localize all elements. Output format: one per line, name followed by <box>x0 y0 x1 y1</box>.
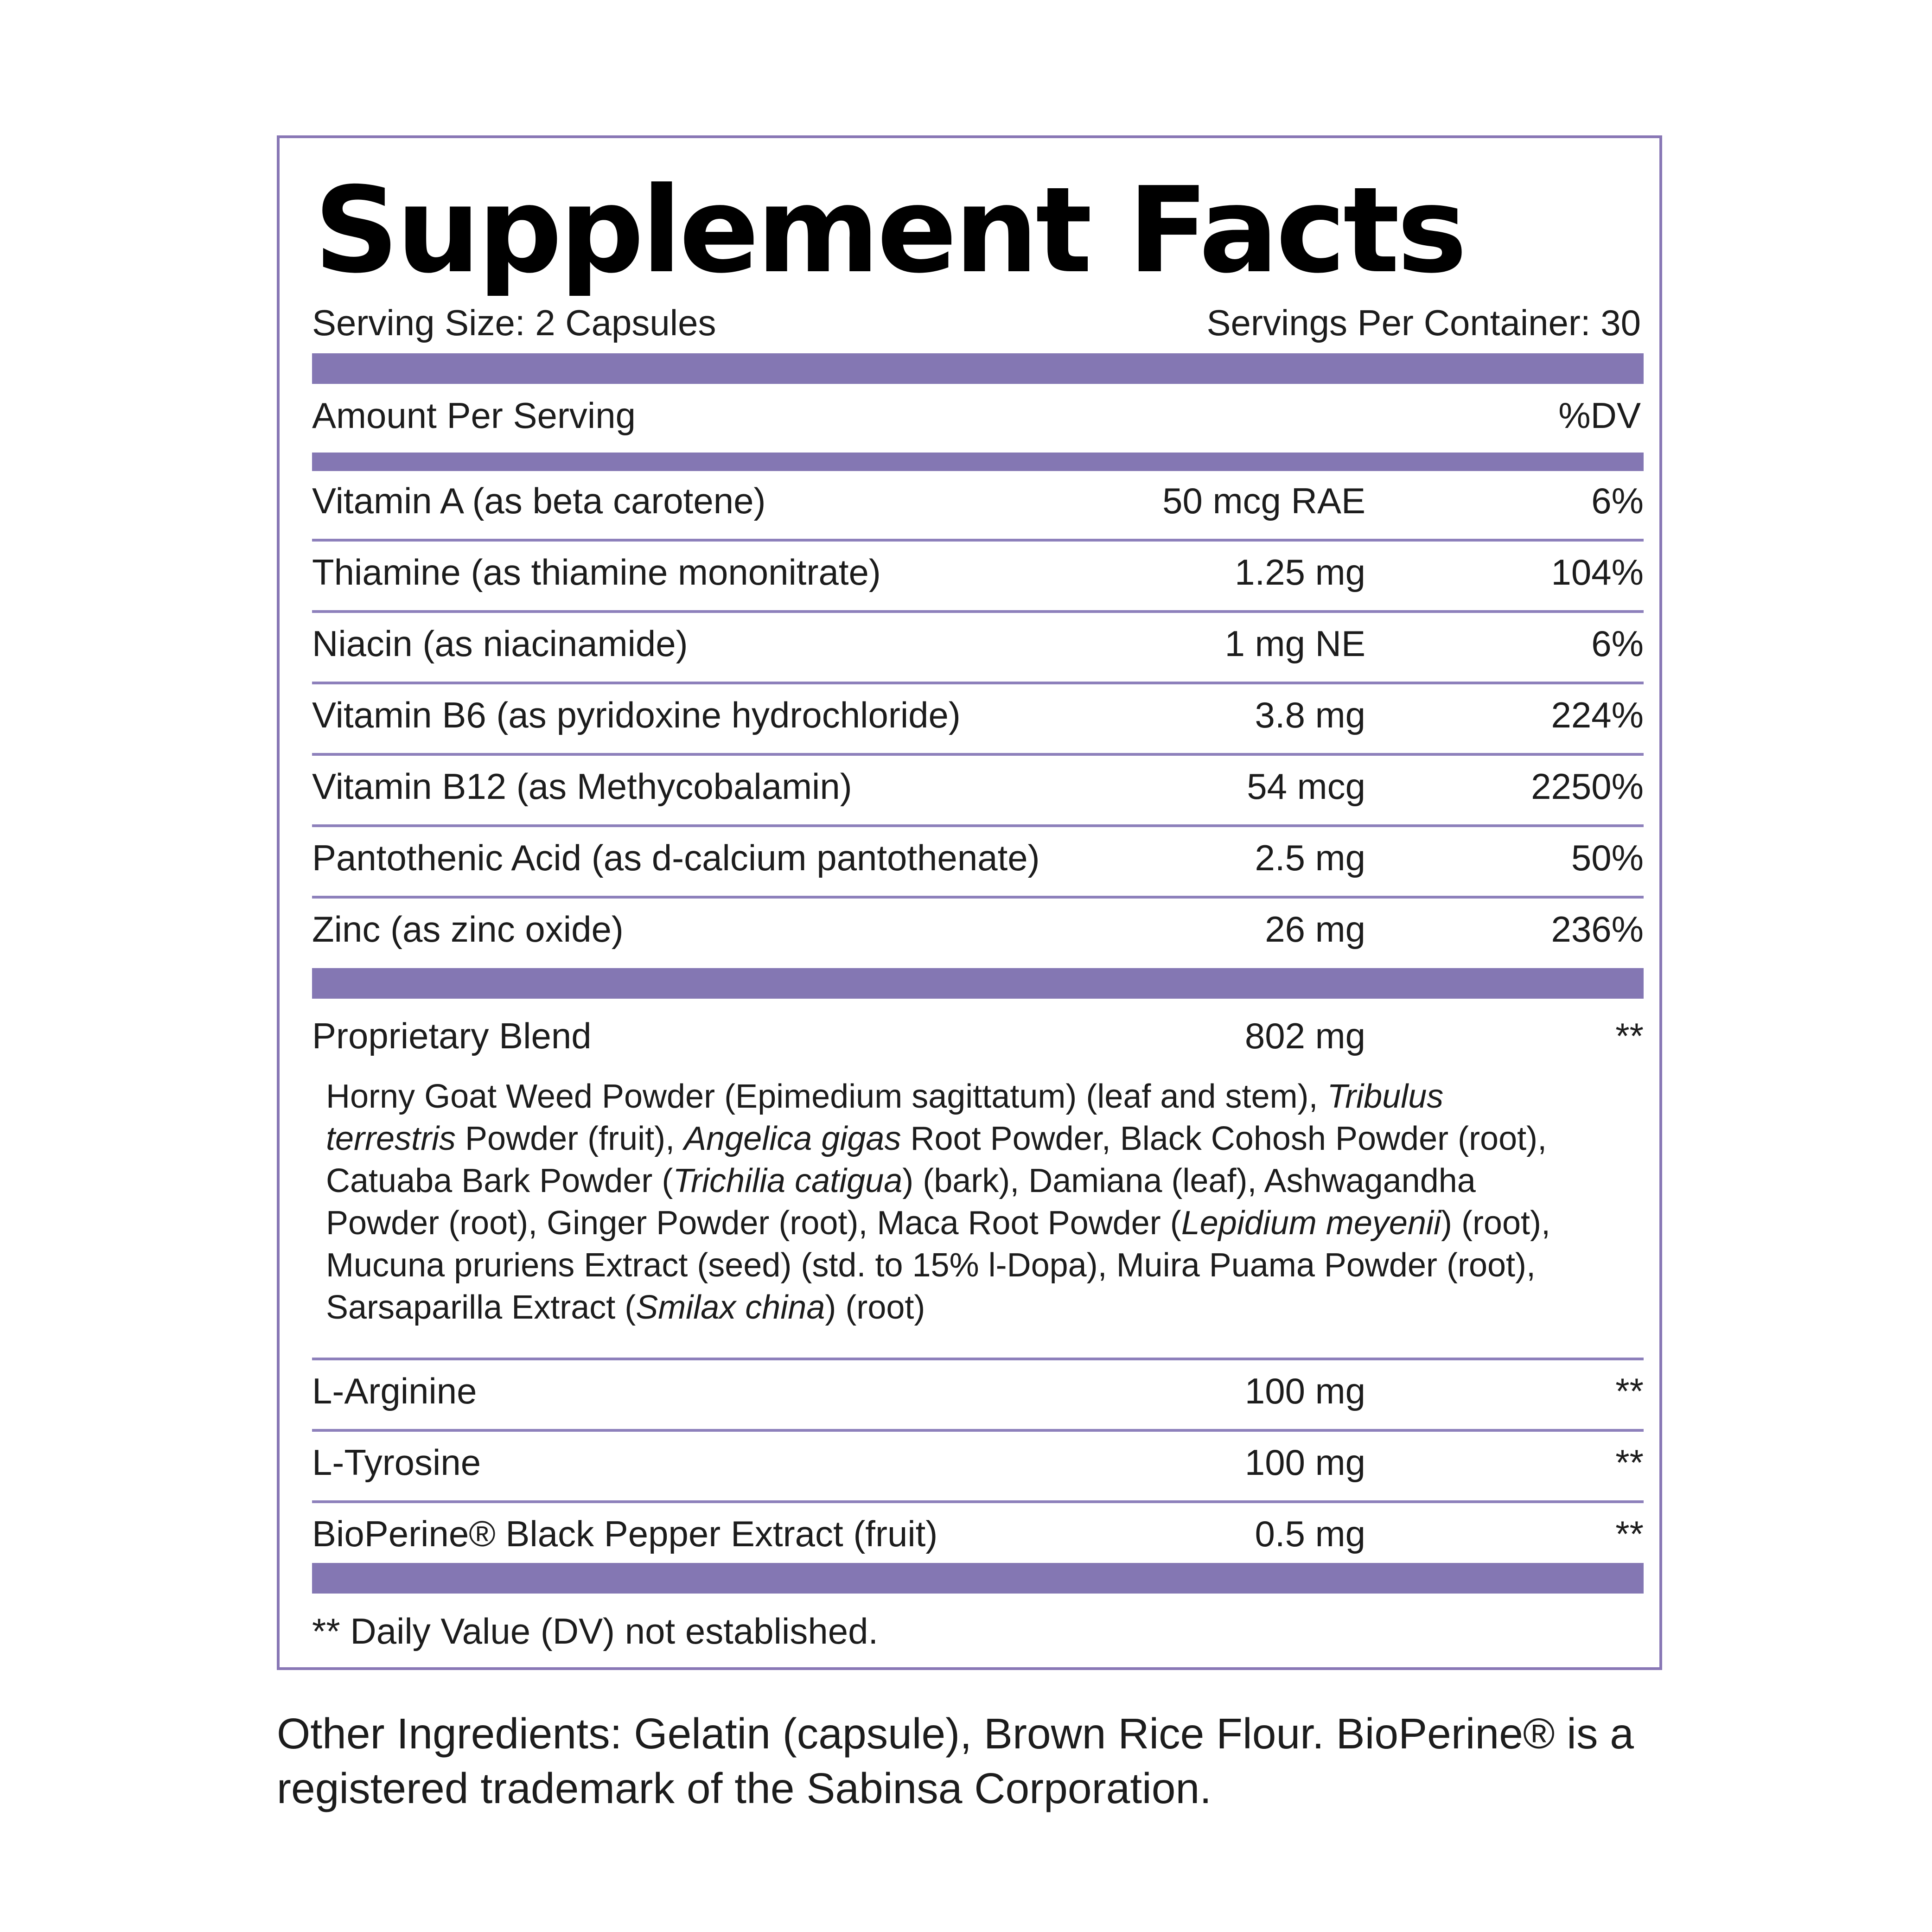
row-dv: ** <box>1615 1513 1644 1554</box>
amount-per-serving-label: Amount Per Serving <box>312 395 636 436</box>
blend-ingredient-italic: Trichilia catigua <box>673 1162 903 1199</box>
table-row: Niacin (as niacinamide) 1 mg NE 6% <box>312 620 1644 667</box>
row-divider <box>312 682 1644 684</box>
row-name: Zinc (as zinc oxide) <box>312 909 624 950</box>
row-divider <box>312 1358 1644 1360</box>
table-row: Zinc (as zinc oxide) 26 mg 236% <box>312 906 1644 952</box>
blend-ingredients: Horny Goat Weed Powder (Epimedium sagitt… <box>326 1076 1569 1329</box>
row-name: Niacin (as niacinamide) <box>312 623 688 664</box>
row-dv: 104% <box>1551 552 1644 593</box>
table-row: Vitamin B12 (as Methycobalamin) 54 mcg 225… <box>312 763 1644 810</box>
blend-ingredient-text: ) (bark), Damiana (leaf), Ashwagandha Po… <box>326 1162 1476 1242</box>
row-name: L-Arginine <box>312 1371 477 1411</box>
table-row: Thiamine (as thiamine mononitrate) 1.25 m… <box>312 549 1644 595</box>
row-divider <box>312 824 1644 827</box>
supplement-facts-panel: Supplement Facts Serving Size: 2 Capsule… <box>277 135 1662 1670</box>
panel-title: Supplement Facts <box>314 162 1467 300</box>
row-name: Vitamin B12 (as Methycobalamin) <box>312 766 852 807</box>
row-amount: 1 mg NE <box>1224 623 1365 664</box>
blend-row: Proprietary Blend 802 mg ** <box>312 1013 1644 1059</box>
header-bar-mid <box>312 453 1644 471</box>
row-divider <box>312 610 1644 613</box>
blend-amount: 802 mg <box>1244 1015 1365 1056</box>
row-dv: 2250% <box>1531 766 1644 807</box>
table-row: Pantothenic Acid (as d-calcium pantothen… <box>312 835 1644 881</box>
blend-ingredient-italic: Tribulus terrestris <box>326 1078 1444 1157</box>
footnote: ** Daily Value (DV) not established. <box>312 1611 879 1651</box>
other-ingredients: Other Ingredients: Gelatin (capsule), Br… <box>277 1709 1634 1812</box>
blend-dv: ** <box>1615 1015 1644 1056</box>
row-name: Vitamin A (as beta carotene) <box>312 480 766 521</box>
row-divider <box>312 1429 1644 1432</box>
row-amount: 3.8 mg <box>1255 695 1365 735</box>
dv-header: %DV <box>1558 395 1641 436</box>
row-amount: 0.5 mg <box>1255 1513 1365 1554</box>
blend-ingredient-text: Horny Goat Weed Powder (Epimedium sagitt… <box>326 1078 1327 1115</box>
table-row: L-Tyrosine 100 mg ** <box>312 1439 1644 1486</box>
row-dv: 224% <box>1551 695 1644 735</box>
row-name: Thiamine (as thiamine mononitrate) <box>312 552 881 593</box>
row-dv: 6% <box>1591 623 1644 664</box>
blend-ingredient-italic: Lepidium meyenii <box>1181 1205 1441 1242</box>
row-dv: ** <box>1615 1371 1644 1411</box>
servings-per-container: Servings Per Container: 30 <box>1206 302 1641 343</box>
blend-ingredient-text: ) (root), Mucuna pruriens Extract (seed)… <box>326 1205 1550 1326</box>
row-dv: 6% <box>1591 480 1644 521</box>
row-divider <box>312 753 1644 756</box>
table-row: Vitamin B6 (as pyridoxine hydrochloride)… <box>312 692 1644 738</box>
row-name: L-Tyrosine <box>312 1442 481 1483</box>
row-amount: 100 mg <box>1244 1371 1365 1411</box>
row-name: BioPerine® Black Pepper Extract (fruit) <box>312 1513 938 1554</box>
row-divider <box>312 1500 1644 1503</box>
table-row: L-Arginine 100 mg ** <box>312 1368 1644 1414</box>
row-amount: 1.25 mg <box>1235 552 1365 593</box>
row-divider <box>312 896 1644 899</box>
row-name: Vitamin B6 (as pyridoxine hydrochloride) <box>312 695 961 735</box>
blend-name: Proprietary Blend <box>312 1015 592 1056</box>
row-amount: 100 mg <box>1244 1442 1365 1483</box>
table-row: Vitamin A (as beta carotene) 50 mcg RAE 6% <box>312 478 1644 524</box>
blend-ingredient-text: Root Powder, Black Cohosh Powder (root),… <box>326 1120 1547 1199</box>
blend-ingredient-italic: Smilax china <box>636 1289 825 1326</box>
row-amount: 2.5 mg <box>1255 837 1365 878</box>
row-amount: 54 mcg <box>1247 766 1365 807</box>
footer-bar <box>312 1563 1644 1594</box>
row-dv: ** <box>1615 1442 1644 1483</box>
blend-ingredient-text: Powder (fruit), <box>456 1120 684 1157</box>
row-amount: 26 mg <box>1265 909 1365 950</box>
blend-ingredient-text: ) (root) <box>825 1289 925 1326</box>
row-divider <box>312 539 1644 542</box>
row-name: Pantothenic Acid (as d-calcium pantothen… <box>312 837 1040 878</box>
table-row: BioPerine® Black Pepper Extract (fruit) 0… <box>312 1511 1644 1557</box>
row-dv: 236% <box>1551 909 1644 950</box>
section-bar-blend <box>312 968 1644 999</box>
row-amount: 50 mcg RAE <box>1162 480 1365 521</box>
blend-ingredient-italic: Angelica gigas <box>684 1120 901 1157</box>
row-dv: 50% <box>1571 837 1644 878</box>
serving-size: Serving Size: 2 Capsules <box>312 302 716 343</box>
header-bar-top <box>312 353 1644 384</box>
